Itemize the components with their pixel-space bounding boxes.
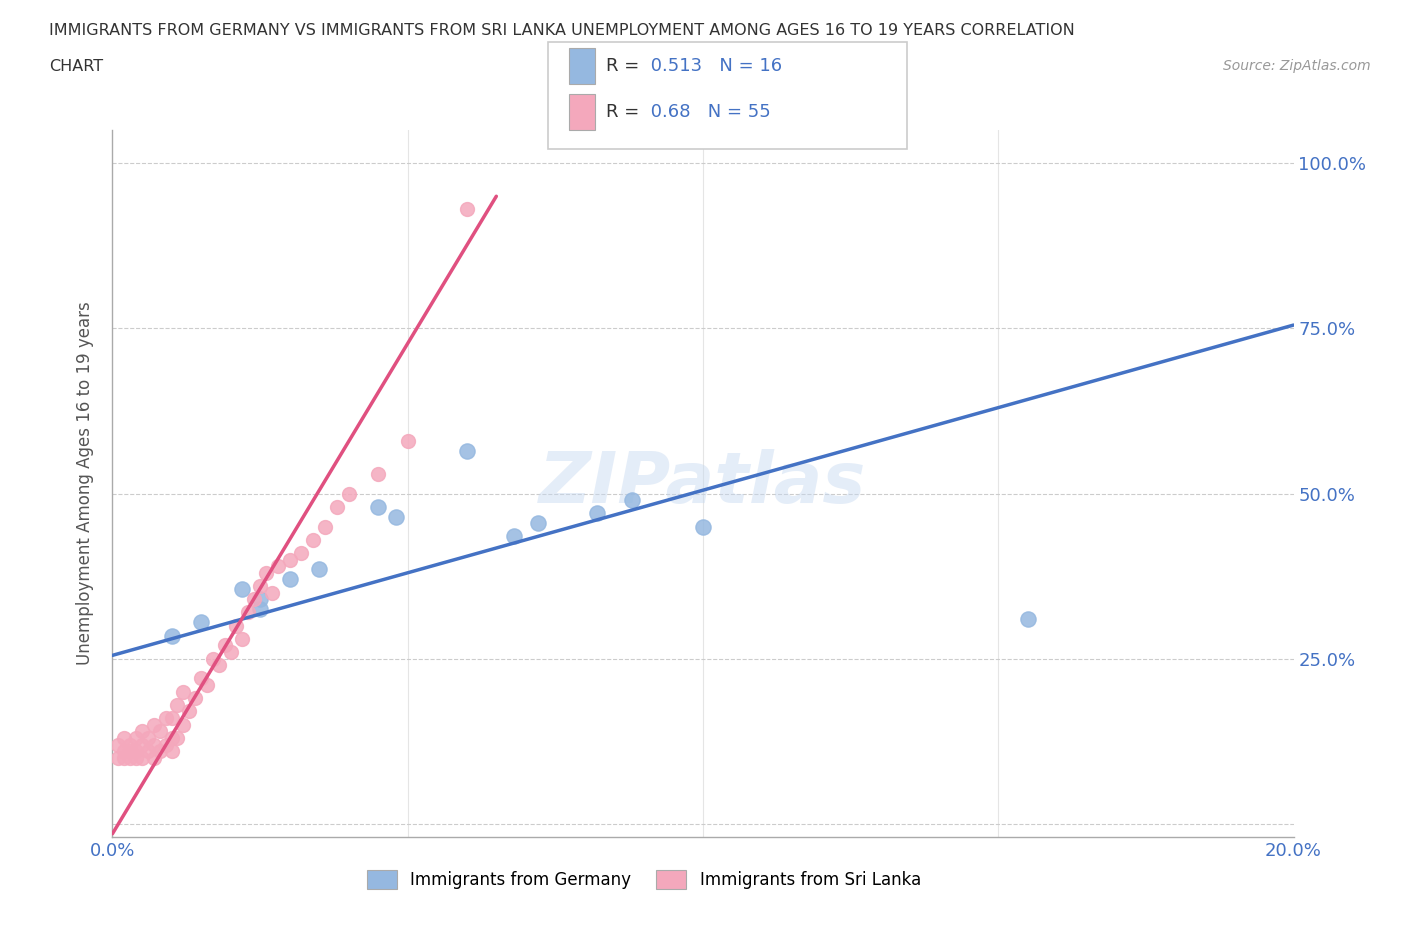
Point xyxy=(290,546,312,561)
Point xyxy=(155,711,177,725)
Point xyxy=(337,486,360,501)
Point xyxy=(131,724,153,738)
Point xyxy=(456,443,478,458)
Point xyxy=(503,529,526,544)
Point xyxy=(585,506,607,521)
Point xyxy=(120,744,142,759)
Point xyxy=(160,628,183,643)
Point xyxy=(314,519,336,534)
Point xyxy=(160,711,183,725)
Point xyxy=(166,730,188,745)
Text: 0.513   N = 16: 0.513 N = 16 xyxy=(645,57,783,75)
Point xyxy=(367,499,389,514)
Point xyxy=(526,516,548,531)
Point xyxy=(149,744,172,759)
Point xyxy=(260,585,283,600)
Point xyxy=(112,744,135,759)
Point xyxy=(195,678,218,693)
Point xyxy=(112,751,135,765)
Point xyxy=(219,644,242,659)
Point xyxy=(367,466,389,481)
Point xyxy=(160,730,183,745)
Point xyxy=(142,751,165,765)
Point xyxy=(208,658,231,672)
Point xyxy=(1017,612,1039,627)
Point xyxy=(136,744,159,759)
Text: Source: ZipAtlas.com: Source: ZipAtlas.com xyxy=(1223,59,1371,73)
Point xyxy=(112,730,135,745)
Point xyxy=(396,433,419,448)
Point xyxy=(149,724,172,738)
Text: CHART: CHART xyxy=(49,59,103,73)
Point xyxy=(326,499,349,514)
Point xyxy=(254,565,277,580)
Point xyxy=(267,559,290,574)
Point xyxy=(142,737,165,752)
Point xyxy=(160,744,183,759)
Legend: Immigrants from Germany, Immigrants from Sri Lanka: Immigrants from Germany, Immigrants from… xyxy=(360,864,928,896)
Point xyxy=(225,618,247,633)
Point xyxy=(107,751,129,765)
Point xyxy=(120,737,142,752)
Point xyxy=(621,493,644,508)
Point xyxy=(136,730,159,745)
Text: 0.68   N = 55: 0.68 N = 55 xyxy=(645,103,770,121)
Point xyxy=(249,591,271,606)
Text: R =: R = xyxy=(606,57,645,75)
Point xyxy=(120,751,142,765)
Point xyxy=(249,578,271,593)
Point xyxy=(179,704,201,719)
Text: IMMIGRANTS FROM GERMANY VS IMMIGRANTS FROM SRI LANKA UNEMPLOYMENT AMONG AGES 16 : IMMIGRANTS FROM GERMANY VS IMMIGRANTS FR… xyxy=(49,23,1076,38)
Point xyxy=(214,638,236,653)
Text: ZIPatlas: ZIPatlas xyxy=(540,449,866,518)
Text: R =: R = xyxy=(606,103,645,121)
Point xyxy=(249,602,271,617)
Point xyxy=(302,532,325,547)
Y-axis label: Unemployment Among Ages 16 to 19 years: Unemployment Among Ages 16 to 19 years xyxy=(76,301,94,666)
Point xyxy=(142,717,165,732)
Point xyxy=(131,737,153,752)
Point xyxy=(243,591,266,606)
Point xyxy=(231,631,253,646)
Point xyxy=(172,684,194,699)
Point xyxy=(278,572,301,587)
Point xyxy=(201,651,224,666)
Point xyxy=(190,671,212,686)
Point xyxy=(692,519,714,534)
Point xyxy=(238,605,260,620)
Point xyxy=(456,202,478,217)
Point xyxy=(308,562,330,577)
Point xyxy=(125,730,148,745)
Point xyxy=(385,510,408,525)
Point xyxy=(184,691,207,706)
Point xyxy=(231,582,253,597)
Point xyxy=(125,751,148,765)
Point xyxy=(278,552,301,567)
Point xyxy=(131,751,153,765)
Point xyxy=(107,737,129,752)
Point xyxy=(190,615,212,630)
Point xyxy=(125,744,148,759)
Point xyxy=(166,698,188,712)
Point xyxy=(155,737,177,752)
Point xyxy=(172,717,194,732)
